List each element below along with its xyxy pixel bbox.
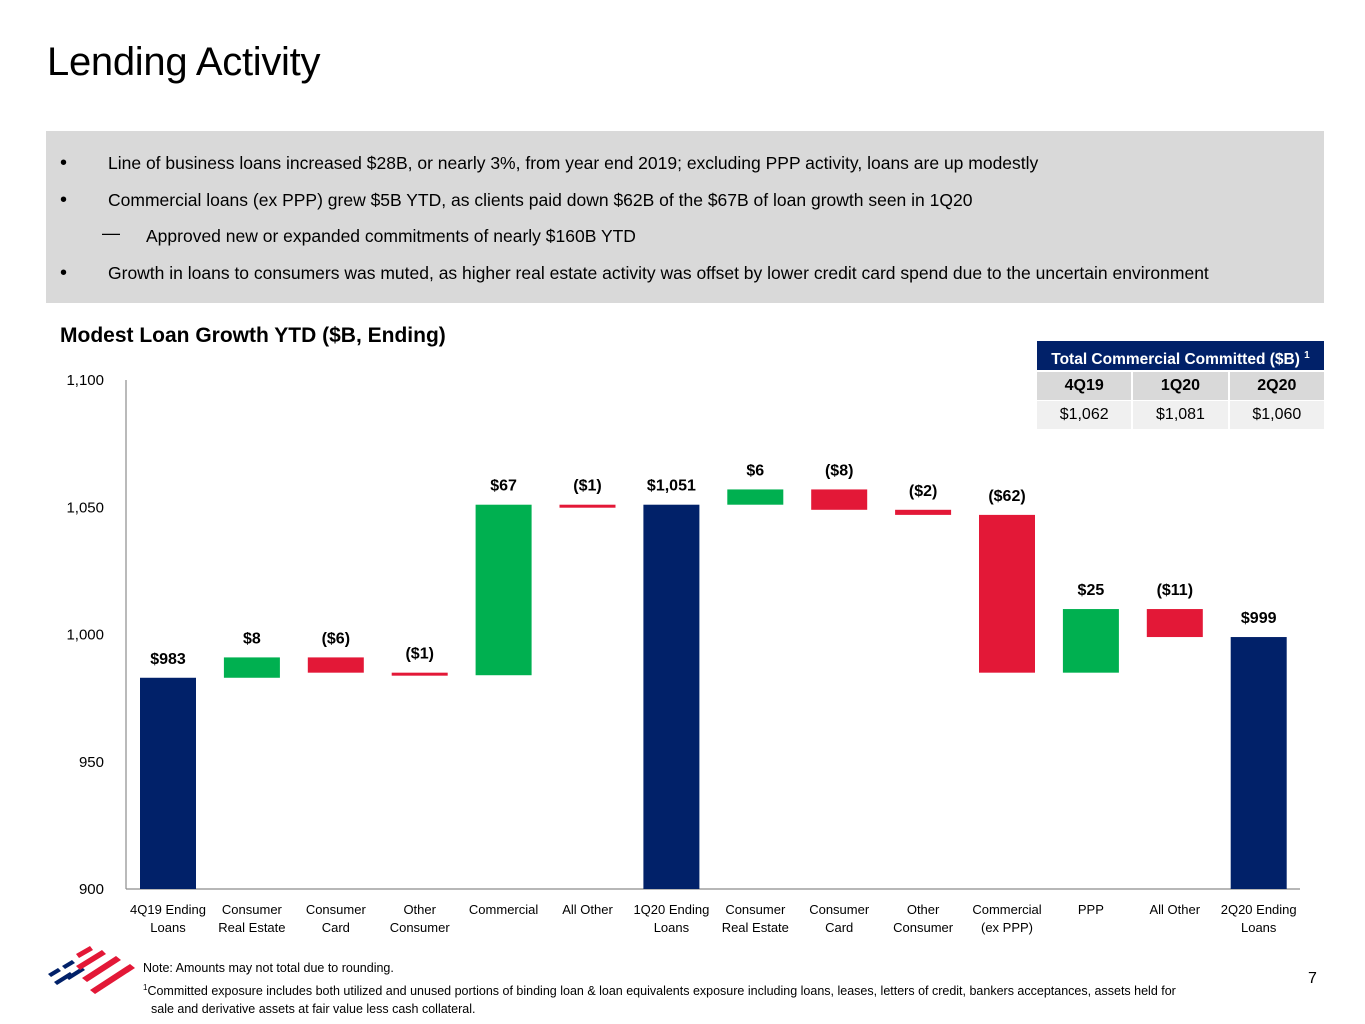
table-cell: $1,062: [1037, 401, 1132, 429]
bar-total: [1230, 637, 1287, 889]
data-labels: $983 $8 ($6) ($1) $67 ($1) $1,051 $6 ($8) ($2) ($6…: [150, 462, 1276, 667]
footnote: 1Committed exposure includes both utiliz…: [143, 979, 1176, 1018]
dash-icon: —: [102, 223, 120, 243]
x-tick-label: Loans: [654, 920, 690, 935]
column-header: 2Q20: [1229, 372, 1324, 400]
y-tick-label: 1,000: [66, 627, 104, 644]
x-tick-label: Commercial: [972, 902, 1041, 917]
x-tick-label: Consumer: [306, 902, 367, 917]
x-tick-label: 4Q19 Ending: [130, 902, 206, 917]
footnote-line-1: Committed exposure includes both utilize…: [147, 984, 1176, 998]
x-tick-label: (ex PPP): [981, 920, 1033, 935]
waterfall-chart: 900 950 1,000 1,050 1,100 $983 $8 ($6) ($1) $67 (…: [66, 372, 1300, 935]
bank-flag-logo-icon: [48, 946, 135, 994]
data-label: ($11): [1157, 582, 1193, 599]
bar-decrease: [559, 504, 616, 508]
x-tick-label: Card: [322, 920, 350, 935]
x-tick-label: Other: [403, 902, 436, 917]
y-tick-label: 950: [79, 754, 104, 771]
x-tick-label: Other: [907, 902, 940, 917]
rounding-note: Note: Amounts may not total due to round…: [143, 961, 394, 975]
data-label: $25: [1078, 582, 1105, 599]
data-label: $6: [746, 462, 764, 479]
x-tick-label: All Other: [562, 902, 613, 917]
table-cell: $1,060: [1229, 401, 1324, 429]
y-tick-label: 1,050: [66, 499, 104, 516]
x-tick-label: Consumer: [222, 902, 283, 917]
data-label: $67: [490, 478, 517, 495]
data-label: ($1): [573, 478, 601, 495]
committed-table: Total Commercial Committed ($B) 1 4Q19 1…: [1037, 341, 1324, 429]
x-tick-label: Loans: [150, 920, 186, 935]
data-label: $8: [243, 630, 261, 647]
bar-total: [643, 504, 700, 889]
column-header: 4Q19: [1037, 372, 1132, 400]
bar-decrease: [391, 672, 448, 676]
summary-bullets-panel: • Line of business loans increased $28B,…: [46, 131, 1324, 303]
x-axis-labels: 4Q19 Ending Loans Consumer Real Estate Consu…: [130, 902, 1297, 935]
footnote-line-2: sale and derivative assets at fair value…: [151, 1002, 476, 1016]
bars: [140, 489, 1287, 889]
committed-table-title: Total Commercial Committed ($B) 1: [1037, 341, 1324, 370]
x-tick-label: PPP: [1078, 902, 1104, 917]
page-title: Lending Activity: [47, 40, 321, 84]
data-label: ($6): [322, 630, 350, 647]
x-tick-label: All Other: [1150, 902, 1201, 917]
bullet-dot-icon: •: [60, 152, 68, 174]
bar-decrease: [1146, 609, 1203, 638]
x-tick-label: Card: [825, 920, 853, 935]
bar-increase: [475, 504, 532, 676]
bar-increase: [727, 489, 784, 505]
committed-table-value-row: $1,062 $1,081 $1,060: [1037, 401, 1324, 429]
y-tick-label: 900: [79, 881, 104, 898]
data-label: ($2): [909, 483, 937, 500]
bar-decrease: [811, 489, 868, 510]
data-label: ($8): [825, 462, 853, 479]
footnote-mark: 1: [143, 983, 148, 992]
page-number: 7: [1308, 970, 1317, 987]
bar-increase: [1062, 609, 1119, 673]
data-label: $1,051: [647, 478, 696, 495]
table-cell: $1,081: [1133, 401, 1228, 429]
column-header: 1Q20: [1133, 372, 1228, 400]
x-tick-label: 1Q20 Ending: [633, 902, 709, 917]
committed-table-title-text: Total Commercial Committed ($B): [1051, 351, 1300, 368]
y-tick-label: 1,100: [66, 372, 104, 389]
bar-decrease: [979, 514, 1035, 673]
bullet-dot-icon: •: [60, 262, 68, 284]
bar-total: [140, 677, 196, 889]
x-tick-label: Consumer: [725, 902, 786, 917]
x-tick-label: Commercial: [469, 902, 538, 917]
chart-title: Modest Loan Growth YTD ($B, Ending): [60, 324, 446, 347]
bar-increase: [223, 657, 280, 678]
x-tick-label: 2Q20 Ending: [1221, 902, 1297, 917]
x-tick-label: Loans: [1241, 920, 1277, 935]
data-label: ($62): [988, 488, 1025, 505]
x-tick-label: Consumer: [893, 920, 954, 935]
x-tick-label: Consumer: [809, 902, 870, 917]
bullet-dot-icon: •: [60, 189, 68, 211]
bar-decrease: [895, 509, 952, 515]
data-label: $999: [1241, 610, 1277, 627]
data-label: $983: [150, 651, 186, 668]
x-tick-label: Real Estate: [218, 920, 285, 935]
data-label: ($1): [405, 646, 433, 663]
y-axis: 900 950 1,000 1,050 1,100: [66, 372, 1300, 898]
footnote-ref: 1: [1304, 350, 1310, 361]
x-tick-label: Real Estate: [722, 920, 789, 935]
bar-decrease: [307, 657, 364, 673]
x-tick-label: Consumer: [390, 920, 451, 935]
committed-table-header-row: 4Q19 1Q20 2Q20: [1037, 372, 1324, 400]
